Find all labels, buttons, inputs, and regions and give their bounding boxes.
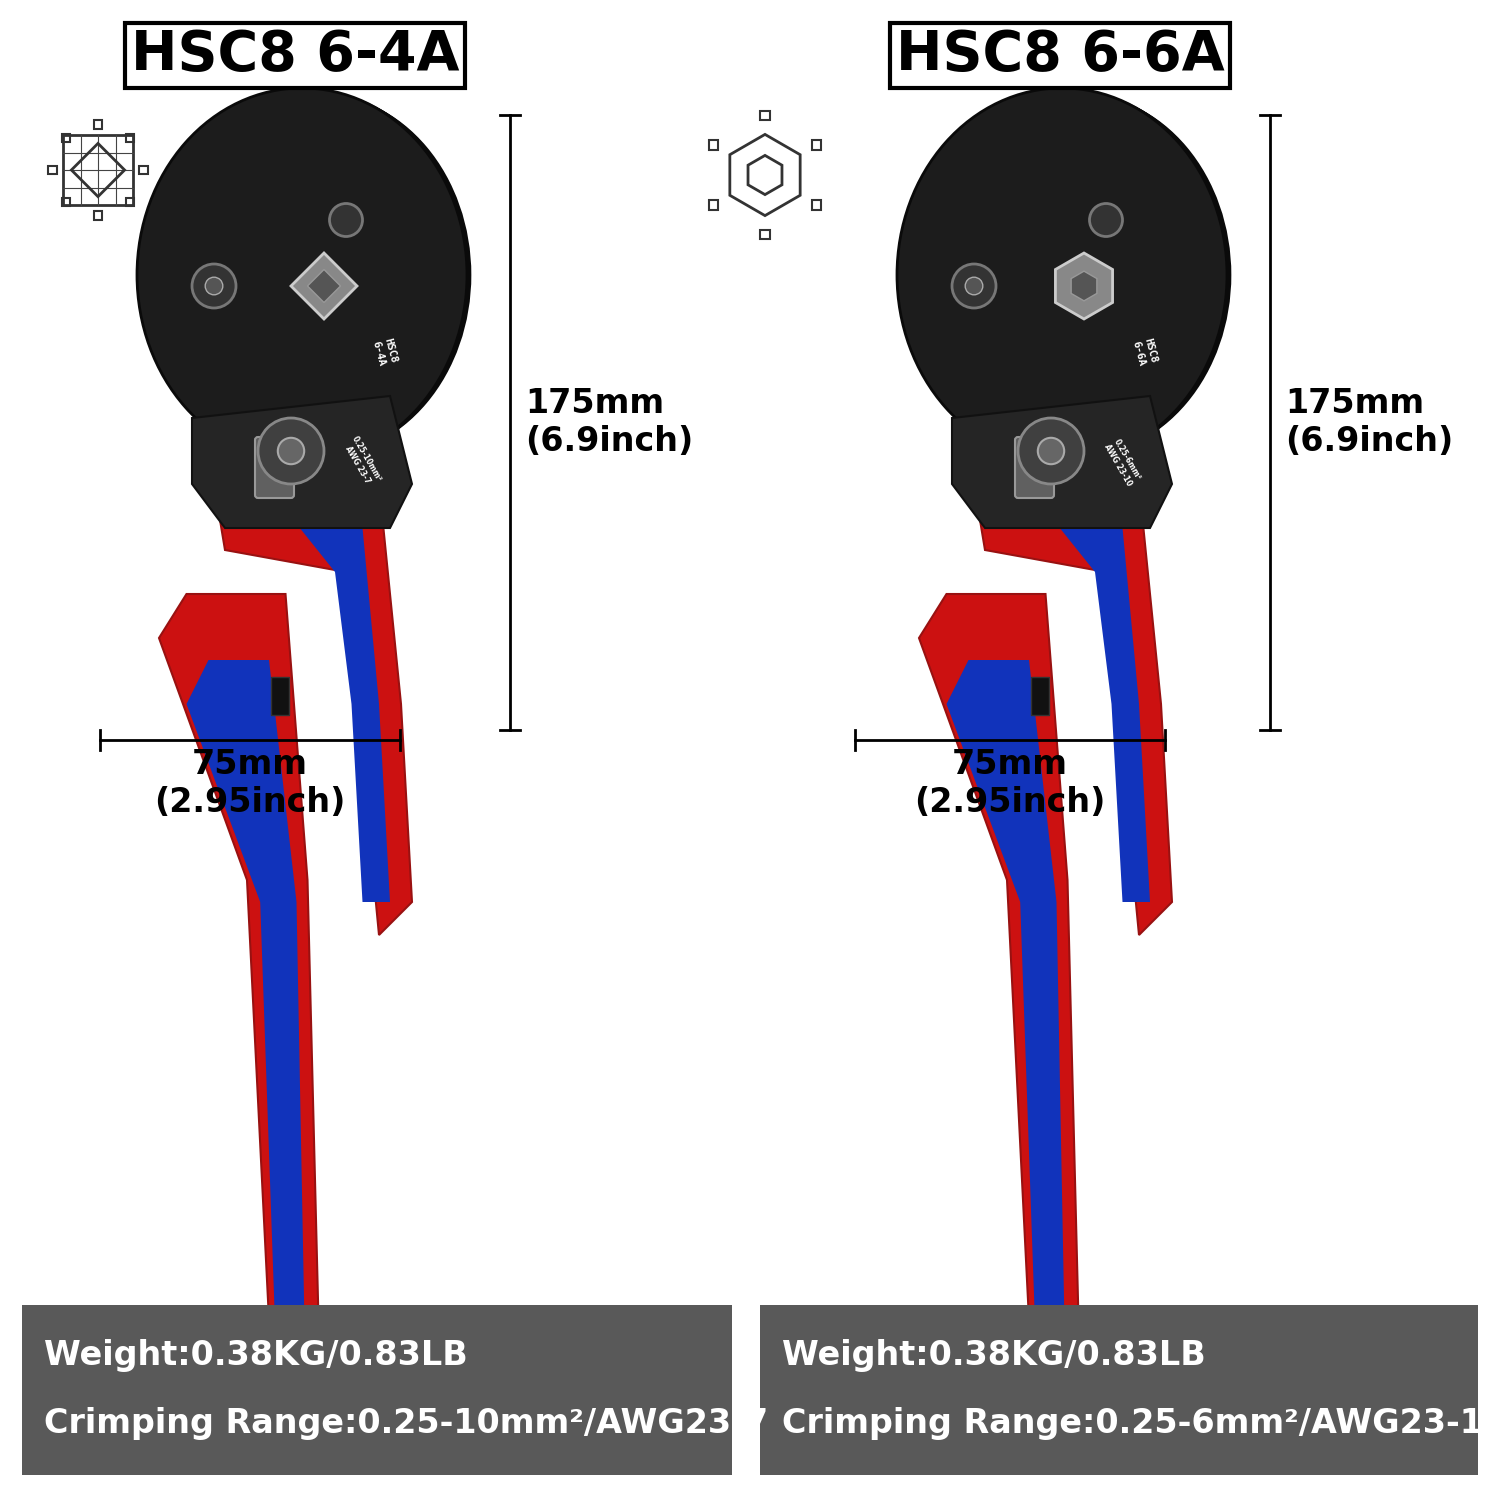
Ellipse shape — [136, 88, 466, 462]
Circle shape — [258, 419, 324, 484]
Bar — [22, 1305, 732, 1474]
Circle shape — [330, 204, 363, 237]
Ellipse shape — [916, 93, 1228, 458]
Text: HSC8
6-4A: HSC8 6-4A — [370, 338, 398, 368]
Polygon shape — [1071, 272, 1096, 302]
Bar — [94, 120, 102, 129]
Bar — [760, 1305, 1478, 1474]
Ellipse shape — [908, 90, 1228, 460]
Polygon shape — [159, 594, 318, 1320]
Ellipse shape — [897, 88, 1227, 462]
FancyBboxPatch shape — [890, 22, 1230, 87]
Polygon shape — [952, 396, 1172, 528]
Bar — [760, 230, 770, 240]
FancyBboxPatch shape — [255, 436, 294, 498]
Bar — [272, 676, 290, 716]
Ellipse shape — [927, 94, 1230, 456]
Circle shape — [1089, 204, 1122, 237]
Polygon shape — [1052, 518, 1150, 902]
Bar — [63, 135, 134, 206]
Text: 175mm
(6.9inch): 175mm (6.9inch) — [525, 387, 693, 458]
Circle shape — [1038, 438, 1064, 464]
Bar — [140, 166, 147, 174]
Polygon shape — [192, 396, 412, 528]
Circle shape — [192, 264, 236, 308]
Polygon shape — [291, 518, 390, 902]
Bar — [708, 200, 718, 210]
Polygon shape — [214, 484, 412, 934]
Text: Weight:0.38KG/0.83LB: Weight:0.38KG/0.83LB — [782, 1340, 1206, 1372]
Circle shape — [1019, 419, 1084, 484]
Text: Crimping Range:0.25-10mm²/AWG23-7: Crimping Range:0.25-10mm²/AWG23-7 — [44, 1407, 768, 1440]
Polygon shape — [974, 484, 1172, 934]
Text: HSC8
6-6A: HSC8 6-6A — [1131, 338, 1158, 368]
Polygon shape — [291, 254, 357, 320]
Circle shape — [206, 278, 224, 296]
Text: HSC8 6-6A: HSC8 6-6A — [896, 28, 1224, 82]
Text: Crimping Range:0.25-6mm²/AWG23-10: Crimping Range:0.25-6mm²/AWG23-10 — [782, 1407, 1500, 1440]
Text: HSC8 6-4A: HSC8 6-4A — [130, 28, 459, 82]
Bar — [1030, 676, 1048, 716]
Bar — [708, 141, 718, 150]
Bar — [812, 200, 822, 210]
Ellipse shape — [147, 90, 468, 460]
Bar — [62, 134, 70, 142]
Bar — [126, 198, 134, 206]
Text: 0.25-10mm²
AWG 23-7: 0.25-10mm² AWG 23-7 — [342, 435, 384, 489]
Bar — [62, 198, 70, 206]
Bar — [760, 111, 770, 120]
Ellipse shape — [166, 94, 471, 456]
Polygon shape — [946, 660, 1064, 1310]
Bar — [812, 141, 822, 150]
Text: 0.25-6mm²
AWG 23-10: 0.25-6mm² AWG 23-10 — [1102, 436, 1143, 488]
Polygon shape — [1056, 254, 1113, 320]
FancyBboxPatch shape — [1016, 436, 1054, 498]
Polygon shape — [308, 270, 340, 303]
Polygon shape — [920, 594, 1078, 1320]
Text: 175mm
(6.9inch): 175mm (6.9inch) — [1286, 387, 1454, 458]
Bar — [48, 166, 57, 174]
FancyBboxPatch shape — [124, 22, 465, 87]
Polygon shape — [186, 660, 304, 1310]
Bar — [94, 211, 102, 219]
Circle shape — [952, 264, 996, 308]
Bar — [126, 134, 134, 142]
Circle shape — [964, 278, 982, 296]
Ellipse shape — [158, 93, 470, 458]
Text: 75mm
(2.95inch): 75mm (2.95inch) — [154, 748, 345, 819]
Circle shape — [278, 438, 304, 464]
Text: Weight:0.38KG/0.83LB: Weight:0.38KG/0.83LB — [44, 1340, 468, 1372]
Text: 75mm
(2.95inch): 75mm (2.95inch) — [915, 748, 1106, 819]
